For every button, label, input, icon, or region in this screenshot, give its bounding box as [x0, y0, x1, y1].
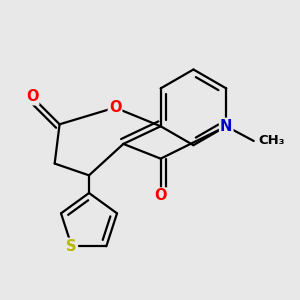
Text: O: O: [109, 100, 121, 115]
Text: O: O: [26, 89, 38, 104]
Text: N: N: [220, 119, 233, 134]
Text: S: S: [67, 239, 77, 254]
Text: CH₃: CH₃: [259, 134, 285, 148]
Text: O: O: [154, 188, 167, 203]
